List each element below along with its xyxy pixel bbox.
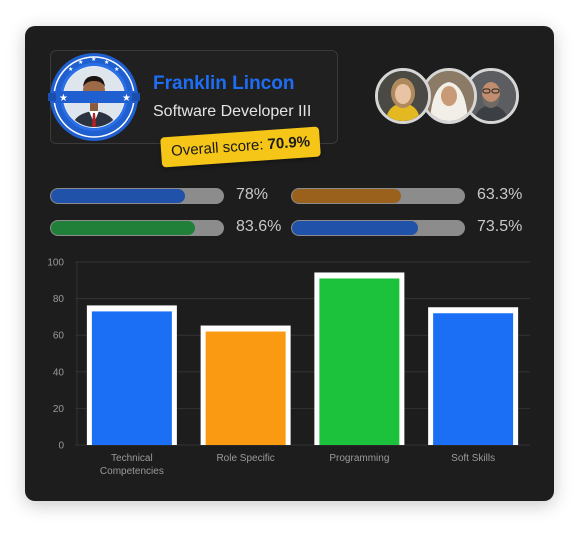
y-tick-label: 60 <box>53 331 65 342</box>
progress-value: 63.3% <box>477 186 523 203</box>
progress-value: 73.5% <box>477 218 523 235</box>
progress-track <box>291 188 465 204</box>
svg-text:★: ★ <box>78 59 83 66</box>
svg-text:★: ★ <box>114 66 119 73</box>
woman-hijab-avatar[interactable] <box>421 68 477 124</box>
progress-fill <box>292 221 419 235</box>
x-tick-label: Competencies <box>100 466 164 477</box>
progress-value: 83.6% <box>236 218 282 235</box>
y-tick-label: 100 <box>47 258 64 269</box>
bar <box>205 331 286 445</box>
y-tick-label: 20 <box>53 404 65 415</box>
svg-text:★: ★ <box>122 93 131 104</box>
overall-score-label: Overall score: <box>170 136 265 160</box>
y-tick-label: 0 <box>58 441 64 452</box>
progress-track <box>50 220 224 236</box>
svg-text:★: ★ <box>59 93 68 104</box>
profile-panel: ★ ★ ★ ★ ★ ★ ★ Franklin Lincon Software D… <box>48 50 338 144</box>
progress-track <box>50 188 224 204</box>
x-tick-label: Programming <box>329 453 389 464</box>
progress-value: 78% <box>236 186 269 203</box>
avatar-group <box>375 68 525 128</box>
y-tick-label: 40 <box>53 367 65 378</box>
progress-track <box>291 220 465 236</box>
bar <box>91 311 172 445</box>
svg-text:★: ★ <box>104 59 109 66</box>
svg-text:★: ★ <box>91 56 96 63</box>
woman-blonde-avatar[interactable] <box>375 68 431 124</box>
svg-text:★: ★ <box>68 66 73 73</box>
x-tick-label: Soft Skills <box>451 453 495 464</box>
candidate-name: Franklin Lincon <box>153 73 295 94</box>
progress-fill <box>51 221 195 235</box>
skills-bar-chart: 0 20 40 60 80 100 Technical Competencies Role Sp… <box>47 258 530 477</box>
profile-badge-avatar: ★ ★ ★ ★ ★ ★ ★ <box>48 53 140 141</box>
candidate-card: ★ ★ ★ ★ ★ ★ ★ Franklin Lincon Software D… <box>25 26 554 501</box>
x-tick-label: Technical <box>111 453 153 464</box>
y-tick-label: 80 <box>53 294 65 305</box>
bar <box>319 278 400 445</box>
progress-fill <box>51 189 186 203</box>
progress-fill <box>292 189 401 203</box>
candidate-role: Software Developer III <box>153 103 312 120</box>
x-tick-label: Role Specific <box>216 453 274 464</box>
bar <box>433 313 514 445</box>
overall-score-value: 70.9% <box>267 133 311 154</box>
